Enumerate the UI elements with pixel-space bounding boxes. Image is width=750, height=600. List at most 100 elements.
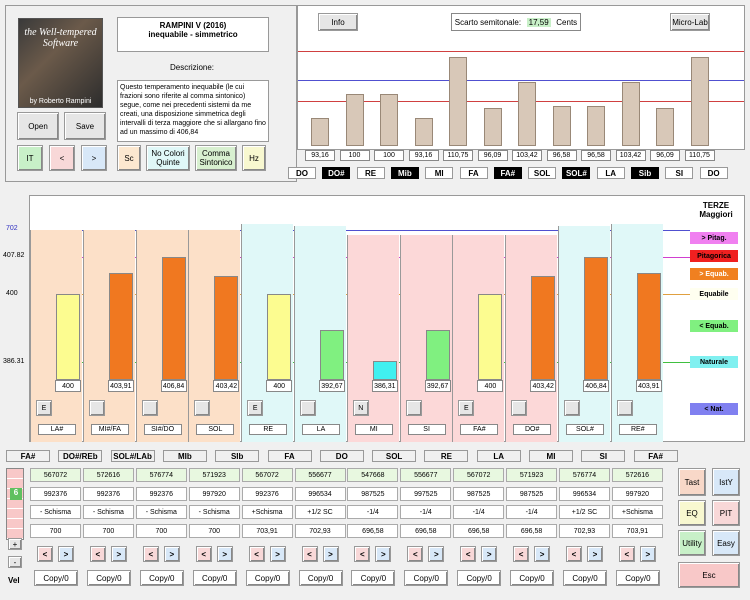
increment-button[interactable]: >	[110, 546, 127, 562]
schisma-cell[interactable]: +1/2 SC	[294, 505, 346, 519]
third-key-button[interactable]: E	[247, 400, 264, 416]
third-key-button[interactable]	[616, 400, 633, 416]
sc-button[interactable]: Sc	[117, 145, 141, 171]
description-text[interactable]: Questo temperamento inequabile (le cui f…	[117, 80, 269, 142]
decrement-button[interactable]: <	[195, 546, 212, 562]
copy-button[interactable]: Copy/0	[298, 570, 343, 586]
semitone-value: 110,75	[684, 150, 715, 161]
third-key-button[interactable]	[141, 400, 158, 416]
decrement-button[interactable]: <	[460, 546, 477, 562]
third-key-button[interactable]	[300, 400, 316, 416]
minus-button[interactable]: -	[8, 556, 22, 568]
top-note-10[interactable]: Sib	[631, 167, 659, 179]
decrement-button[interactable]: <	[513, 546, 530, 562]
top-note-12[interactable]: DO	[699, 167, 728, 179]
increment-button[interactable]: >	[58, 546, 74, 562]
decrement-button[interactable]: <	[301, 546, 318, 562]
copy-button[interactable]: Copy/0	[139, 570, 184, 586]
increment-button[interactable]: >	[322, 546, 339, 562]
third-key-button[interactable]	[194, 400, 211, 416]
top-note-3[interactable]: Mib	[390, 167, 419, 179]
schisma-cell[interactable]: - Schisma	[82, 505, 134, 519]
schisma-cell[interactable]: -1/4	[400, 505, 452, 519]
schisma-cell[interactable]: +Schisma	[611, 505, 663, 519]
top-note-11[interactable]: SI	[665, 167, 694, 179]
third-key-button[interactable]	[511, 400, 528, 416]
schisma-cell[interactable]: - Schisma	[135, 505, 187, 519]
copy-button[interactable]: Copy/0	[563, 570, 607, 586]
increment-button[interactable]: >	[428, 546, 445, 562]
utility-button[interactable]: Utility	[678, 530, 706, 556]
top-note-7[interactable]: SOL	[528, 167, 557, 179]
fifth-note-9: LA	[476, 450, 521, 462]
top-note-2[interactable]: RE	[356, 167, 385, 179]
plus-button[interactable]: +	[8, 538, 22, 550]
language-button[interactable]: IT	[17, 145, 43, 171]
decrement-button[interactable]: <	[142, 546, 159, 562]
decrement-button[interactable]: <	[248, 546, 265, 562]
increment-button[interactable]: >	[481, 546, 498, 562]
info-button[interactable]: Info	[318, 13, 358, 31]
top-note-9[interactable]: LA	[596, 167, 625, 179]
decrement-button[interactable]: <	[407, 546, 424, 562]
schisma-cell[interactable]: - Schisma	[188, 505, 240, 519]
esc-button[interactable]: Esc	[678, 562, 740, 588]
copy-button[interactable]: Copy/0	[34, 570, 78, 586]
schisma-cell[interactable]: +Schisma	[241, 505, 293, 519]
increment-button[interactable]: >	[163, 546, 180, 562]
copy-button[interactable]: Copy/0	[86, 570, 131, 586]
increment-button[interactable]: >	[639, 546, 656, 562]
copy-button[interactable]: Copy/0	[457, 570, 502, 586]
top-note-6[interactable]: FA#	[493, 167, 522, 179]
increment-button[interactable]: >	[269, 546, 286, 562]
open-button[interactable]: Open	[17, 112, 59, 140]
copy-button[interactable]: Copy/0	[510, 570, 555, 586]
next-button[interactable]: >	[81, 145, 107, 171]
increment-button[interactable]: >	[534, 546, 551, 562]
copy-button[interactable]: Copy/0	[615, 570, 660, 586]
top-note-5[interactable]: FA	[459, 167, 488, 179]
top-note-0[interactable]: DO	[288, 167, 316, 179]
easy-button[interactable]: Easy	[712, 530, 740, 556]
copy-button[interactable]: Copy/0	[192, 570, 237, 586]
third-key-button[interactable]: E	[36, 400, 52, 416]
copy-button[interactable]: Copy/0	[351, 570, 396, 586]
third-key-button[interactable]: N	[352, 400, 369, 416]
top-note-8[interactable]: SOL#	[562, 167, 591, 179]
copy-button[interactable]: Copy/0	[404, 570, 449, 586]
increment-button[interactable]: >	[216, 546, 233, 562]
no-colori-quinte-button[interactable]: No Colori Quinte	[146, 145, 190, 171]
tast-button[interactable]: Tast	[678, 468, 706, 496]
third-bar	[372, 361, 397, 380]
comma-sintonico-button[interactable]: Comma Sintonico	[195, 145, 237, 171]
fifth-note-7: SOL	[372, 450, 417, 462]
semitone-value: 100	[374, 150, 404, 161]
decrement-button[interactable]: <	[354, 546, 371, 562]
decrement-button[interactable]: <	[37, 546, 53, 562]
schisma-cell[interactable]: - Schisma	[30, 505, 81, 519]
schisma-cell[interactable]: +1/2 SC	[559, 505, 610, 519]
increment-button[interactable]: >	[375, 546, 392, 562]
increment-button[interactable]: >	[587, 546, 603, 562]
hz-button[interactable]: Hz	[242, 145, 266, 171]
third-value: 392,67	[424, 380, 451, 392]
decrement-button[interactable]: <	[89, 546, 106, 562]
pit-button[interactable]: PIT	[712, 500, 740, 526]
top-note-1[interactable]: DO#	[322, 167, 351, 179]
save-button[interactable]: Save	[64, 112, 106, 140]
prev-button[interactable]: <	[49, 145, 75, 171]
schisma-cell[interactable]: -1/4	[506, 505, 558, 519]
top-note-4[interactable]: MI	[425, 167, 454, 179]
third-key-button[interactable]	[88, 400, 105, 416]
third-key-button[interactable]	[564, 400, 580, 416]
third-key-button[interactable]: E	[458, 400, 475, 416]
isty-button[interactable]: IstY	[712, 468, 740, 496]
schisma-cell[interactable]: -1/4	[453, 505, 505, 519]
microlab-button[interactable]: Micro-Lab	[670, 13, 710, 31]
schisma-cell[interactable]: -1/4	[347, 505, 399, 519]
third-key-button[interactable]	[405, 400, 422, 416]
decrement-button[interactable]: <	[618, 546, 635, 562]
decrement-button[interactable]: <	[566, 546, 582, 562]
eq-button[interactable]: EQ	[678, 500, 706, 526]
copy-button[interactable]: Copy/0	[245, 570, 290, 586]
